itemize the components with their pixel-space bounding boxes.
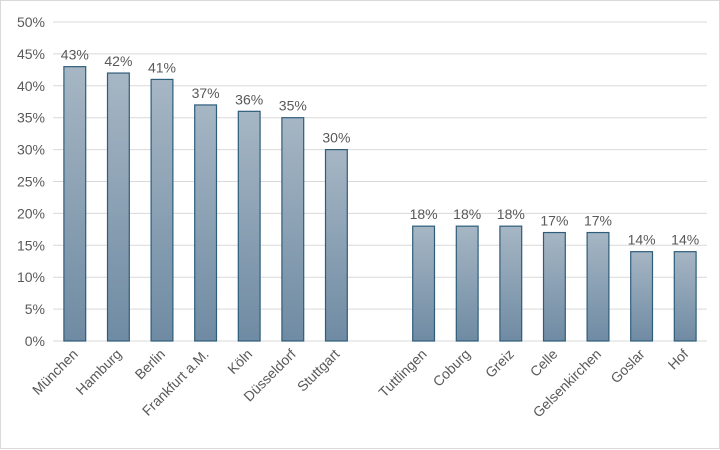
data-label: 37% [192, 85, 220, 101]
bar [673, 251, 697, 342]
category-label: Hamburg [72, 346, 124, 398]
y-axis-ticks: 0% 5% 10% 15% 20% 25% 30% 35% 40% 45% 50% [17, 14, 45, 349]
y-tick-label: 20% [17, 205, 45, 221]
y-tick-label: 15% [17, 237, 45, 253]
bar [281, 117, 305, 342]
y-tick-label: 10% [17, 269, 45, 285]
category-label: Hof [665, 346, 692, 373]
data-label: 41% [148, 59, 176, 75]
data-label: 36% [235, 91, 263, 107]
y-tick-label: 50% [17, 14, 45, 30]
category-label: München [29, 346, 81, 398]
category-label: Köln [224, 346, 255, 377]
bar [542, 231, 566, 342]
bar [499, 225, 523, 342]
data-label: 18% [497, 206, 525, 222]
data-label: 14% [671, 232, 699, 248]
y-tick-label: 35% [17, 110, 45, 126]
y-tick-label: 0% [25, 333, 45, 349]
bar [455, 225, 479, 342]
data-label: 35% [279, 98, 307, 114]
bar [412, 225, 436, 342]
category-label: Stuttgart [294, 346, 343, 395]
bar [150, 78, 174, 342]
category-label: Tuttlingen [375, 346, 429, 400]
bar [106, 72, 130, 342]
bars [63, 66, 697, 342]
bar [630, 251, 654, 342]
data-label: 42% [104, 53, 132, 69]
category-label: Coburg [430, 346, 474, 390]
data-label: 43% [61, 47, 89, 63]
y-tick-label: 25% [17, 174, 45, 190]
category-label: Berlin [131, 346, 168, 383]
data-label: 17% [540, 213, 568, 229]
data-label: 17% [584, 213, 612, 229]
y-tick-label: 5% [25, 301, 45, 317]
data-label: 18% [453, 206, 481, 222]
data-label: 30% [322, 130, 350, 146]
category-label: Greiz [482, 346, 517, 381]
category-label: Celle [527, 346, 561, 380]
bar [194, 104, 218, 342]
bar [586, 231, 610, 342]
data-label: 14% [628, 232, 656, 248]
data-labels: 43% 42% 41% 37% 36% 35% 30% 18% 18% 18% 17% 17% 14% 1… [61, 47, 699, 248]
data-label: 18% [410, 206, 438, 222]
category-label: Goslar [607, 346, 648, 387]
bar [237, 110, 261, 342]
bar [324, 149, 348, 342]
bar [63, 66, 87, 342]
y-tick-label: 40% [17, 78, 45, 94]
y-tick-label: 30% [17, 142, 45, 158]
y-tick-label: 45% [17, 46, 45, 62]
